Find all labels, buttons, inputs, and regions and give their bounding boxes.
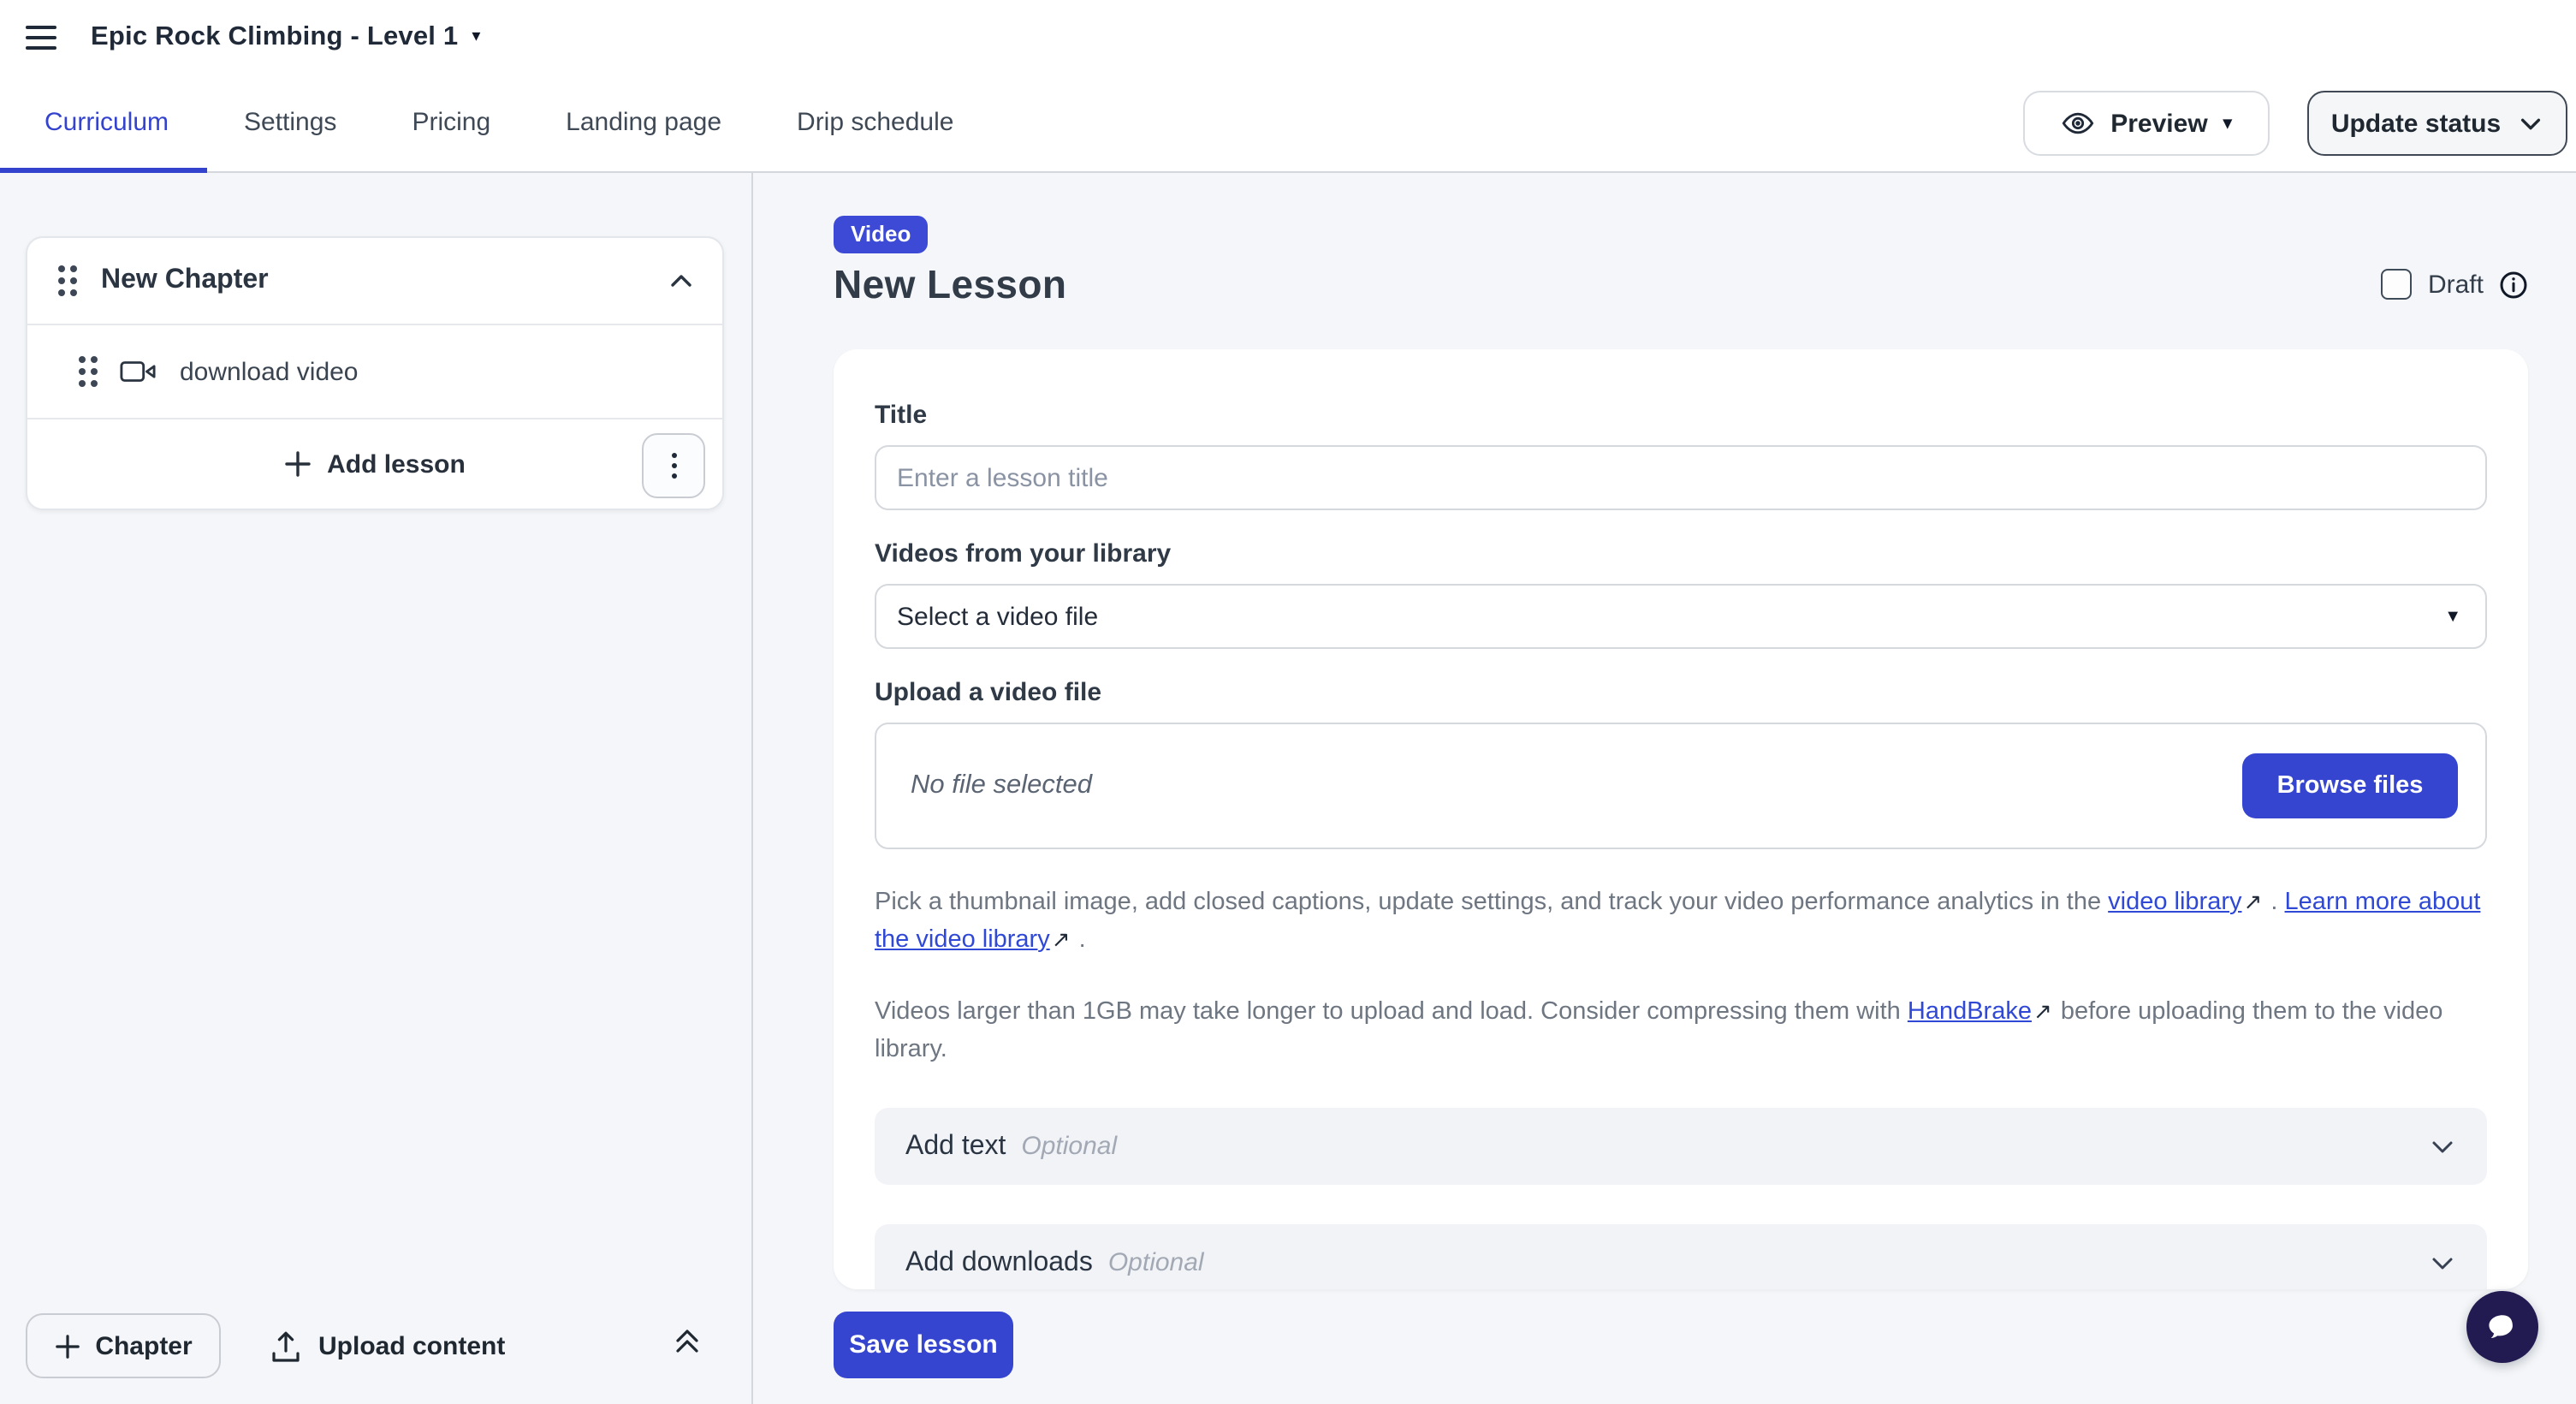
- draft-row: Draft: [2381, 269, 2528, 300]
- plus-icon: [284, 450, 312, 478]
- collapse-all-icon[interactable]: [673, 1325, 702, 1356]
- video-library-select-value: Select a video file: [897, 602, 1099, 631]
- upload-field-label: Upload a video file: [875, 678, 1102, 707]
- tab-settings[interactable]: Settings: [244, 108, 337, 137]
- preview-caret-icon: ▾: [2223, 114, 2232, 133]
- title-field-label: Title: [875, 401, 928, 430]
- add-downloads-label: Add downloads: [905, 1247, 1093, 1276]
- chevron-down-icon: [2518, 110, 2543, 136]
- sidebar-footer: Chapter Upload content: [0, 1291, 753, 1404]
- library-field-label: Videos from your library: [875, 539, 1172, 568]
- chapter-title: New Chapter: [101, 265, 269, 294]
- lesson-form-card: Title Videos from your library Select a …: [834, 349, 2528, 1289]
- drag-handle-icon[interactable]: [79, 356, 98, 387]
- add-text-section[interactable]: Add text Optional: [875, 1108, 2487, 1185]
- chapter-header[interactable]: New Chapter: [27, 238, 722, 324]
- no-file-text: No file selected: [911, 770, 1092, 800]
- compression-help-text: Videos larger than 1GB may take longer t…: [875, 998, 2443, 1063]
- preview-label: Preview: [2110, 109, 2208, 138]
- add-text-hint: Optional: [1021, 1132, 1118, 1161]
- drag-handle-icon[interactable]: [58, 265, 77, 296]
- chevron-down-icon: [2429, 1249, 2456, 1276]
- save-lesson-button[interactable]: Save lesson: [834, 1312, 1013, 1378]
- add-lesson-button[interactable]: Add lesson: [284, 449, 466, 479]
- tab-curriculum[interactable]: Curriculum: [0, 74, 206, 173]
- info-icon[interactable]: [2499, 270, 2528, 299]
- preview-button[interactable]: Preview ▾: [2023, 91, 2270, 156]
- tabbar-actions: Preview ▾ Update status: [2023, 74, 2567, 173]
- video-library-link[interactable]: video library: [2108, 889, 2242, 916]
- upload-content-button[interactable]: Upload content: [270, 1313, 505, 1378]
- add-chapter-label: Chapter: [95, 1331, 193, 1360]
- topbar: Epic Rock Climbing - Level 1 ▾: [0, 0, 2576, 74]
- lesson-editor: Video New Lesson Draft Title Videos from: [753, 173, 2576, 1404]
- tabbar: Curriculum Settings Pricing Landing page…: [0, 74, 2576, 173]
- browse-files-button[interactable]: Browse files: [2242, 753, 2458, 818]
- external-link-icon: ↗: [2033, 998, 2052, 1024]
- tab-landing-page[interactable]: Landing page: [566, 108, 722, 137]
- draft-checkbox[interactable]: [2381, 269, 2413, 300]
- upload-content-label: Upload content: [318, 1331, 506, 1360]
- add-text-label: Add text: [905, 1131, 1006, 1160]
- course-title-caret-icon[interactable]: ▾: [472, 27, 481, 46]
- lesson-title-input[interactable]: [875, 445, 2487, 510]
- chapter-menu-button[interactable]: [642, 433, 705, 498]
- chevron-up-icon[interactable]: [668, 267, 695, 294]
- draft-label: Draft: [2427, 270, 2484, 299]
- update-status-button[interactable]: Update status: [2307, 91, 2567, 156]
- upload-dropzone[interactable]: No file selected Browse files: [875, 723, 2487, 849]
- update-status-label: Update status: [2330, 109, 2502, 138]
- add-downloads-hint: Optional: [1107, 1248, 1204, 1277]
- course-title[interactable]: Epic Rock Climbing - Level 1: [91, 21, 459, 51]
- upload-icon: [270, 1330, 301, 1362]
- curriculum-sidebar: New Chapter download: [0, 173, 753, 1404]
- chapter-footer: Add lesson: [27, 418, 722, 509]
- chat-bubble-icon: [2484, 1308, 2521, 1346]
- chevron-down-icon: [2429, 1133, 2456, 1160]
- add-lesson-label: Add lesson: [327, 449, 466, 479]
- video-camera-icon: [120, 358, 156, 385]
- content: New Chapter download: [0, 173, 2576, 1404]
- external-link-icon: ↗: [2243, 889, 2263, 914]
- video-help-text: Pick a thumbnail image, add closed capti…: [875, 889, 2481, 954]
- chat-widget-button[interactable]: [2466, 1291, 2538, 1363]
- select-caret-icon: ▼: [2444, 607, 2461, 626]
- hamburger-menu-icon[interactable]: [26, 25, 56, 49]
- handbrake-link[interactable]: HandBrake: [1907, 998, 2032, 1026]
- external-link-icon: ↗: [1051, 926, 1071, 952]
- tab-pricing[interactable]: Pricing: [412, 108, 491, 137]
- tab-drip-schedule[interactable]: Drip schedule: [797, 108, 954, 137]
- learn-more-link[interactable]: Learn more about the video library: [875, 889, 2481, 954]
- add-downloads-section[interactable]: Add downloads Optional: [875, 1224, 2487, 1289]
- lesson-heading: New Lesson: [834, 262, 1067, 306]
- lesson-row[interactable]: download video: [27, 324, 722, 418]
- add-chapter-button[interactable]: Chapter: [26, 1313, 221, 1378]
- lesson-type-badge: Video: [834, 216, 929, 253]
- video-library-select[interactable]: Select a video file ▼: [875, 584, 2487, 649]
- lesson-title: download video: [180, 357, 359, 386]
- plus-icon: [54, 1333, 80, 1359]
- eye-icon: [2061, 106, 2095, 140]
- chapter-card: New Chapter download: [26, 236, 724, 510]
